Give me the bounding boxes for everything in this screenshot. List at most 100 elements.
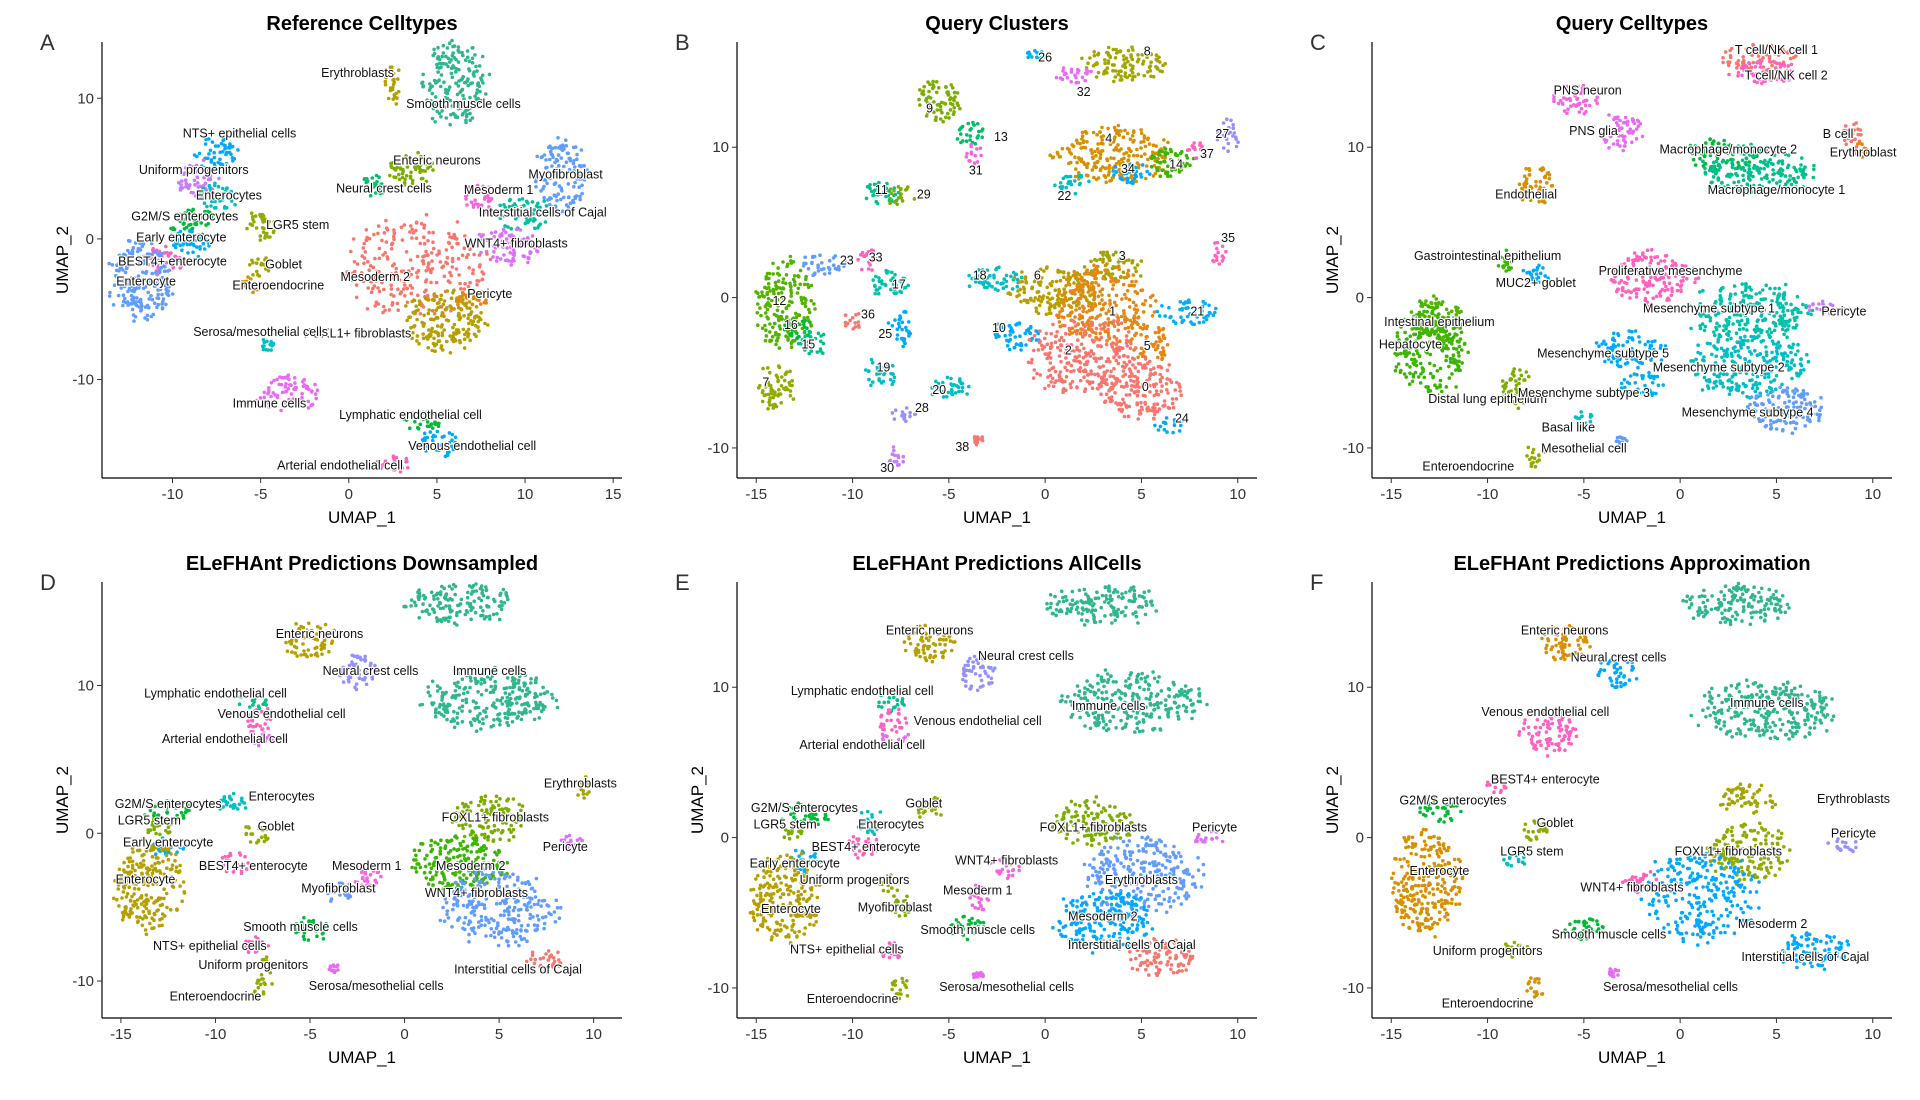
cluster-label: 14	[1169, 157, 1183, 171]
umap-point	[464, 58, 468, 62]
umap-point	[417, 342, 421, 346]
umap-point	[1020, 280, 1024, 284]
umap-point	[1187, 148, 1191, 152]
umap-point	[1141, 354, 1145, 358]
umap-point	[990, 285, 994, 289]
umap-point	[481, 55, 485, 59]
umap-point	[1812, 176, 1816, 180]
umap-point	[397, 173, 401, 177]
umap-point	[1144, 357, 1148, 361]
umap-point	[1072, 281, 1076, 285]
umap-point	[1016, 285, 1020, 289]
umap-point	[1090, 320, 1094, 324]
umap-point	[1527, 167, 1531, 171]
umap-point	[1092, 50, 1096, 54]
umap-point	[233, 203, 237, 207]
umap-point	[1098, 150, 1102, 154]
umap-point	[1143, 74, 1147, 78]
umap-point	[431, 231, 435, 235]
umap-point	[1786, 64, 1790, 68]
umap-point	[811, 273, 815, 277]
umap-point	[1038, 329, 1042, 333]
umap-point	[466, 77, 470, 81]
umap-point	[1060, 336, 1064, 340]
umap-point	[1198, 321, 1202, 325]
umap-point	[1158, 314, 1162, 318]
umap-point	[510, 260, 514, 264]
umap-point	[153, 250, 157, 254]
cluster-label: Early enterocyte	[136, 231, 226, 245]
umap-point	[1067, 162, 1071, 166]
umap-point	[1139, 326, 1143, 330]
umap-point	[1618, 127, 1622, 131]
umap-point	[958, 107, 962, 111]
umap-point	[777, 279, 781, 283]
umap-point	[508, 198, 512, 202]
umap-point	[134, 315, 138, 319]
umap-point	[1188, 164, 1192, 168]
umap-point	[467, 67, 471, 71]
umap-point	[405, 174, 409, 178]
umap-point	[972, 123, 976, 127]
umap-point	[766, 291, 770, 295]
umap-point	[1856, 133, 1860, 137]
umap-point	[1124, 296, 1128, 300]
umap-point	[422, 322, 426, 326]
umap-point	[873, 292, 877, 296]
umap-point	[1111, 287, 1115, 291]
umap-point	[1005, 274, 1009, 278]
umap-point	[779, 392, 783, 396]
umap-point	[443, 299, 447, 303]
umap-point	[771, 403, 775, 407]
umap-point	[440, 344, 444, 348]
umap-point	[1086, 61, 1090, 65]
umap-point	[1099, 271, 1103, 275]
umap-point	[1087, 304, 1091, 308]
cluster-points	[917, 80, 962, 124]
umap-point	[1227, 142, 1231, 146]
umap-point	[1093, 302, 1097, 306]
umap-point	[1149, 304, 1153, 308]
umap-point	[397, 90, 401, 94]
umap-point	[1771, 173, 1775, 177]
umap-point	[1628, 131, 1632, 135]
umap-point	[1054, 335, 1058, 339]
umap-point	[780, 384, 784, 388]
umap-point	[446, 289, 450, 293]
cluster-points	[1156, 298, 1218, 326]
umap-point	[1126, 177, 1130, 181]
umap-point	[1692, 158, 1696, 162]
umap-point	[259, 215, 263, 219]
umap-point	[1033, 368, 1037, 372]
umap-point	[1735, 66, 1739, 70]
umap-point	[1116, 279, 1120, 283]
umap-point	[400, 225, 404, 229]
umap-point	[1091, 168, 1095, 172]
cluster-label: 36	[861, 308, 875, 322]
umap-point	[436, 46, 440, 50]
umap-point	[952, 99, 956, 103]
umap-point	[1150, 165, 1154, 169]
x-tick-label: 5	[1137, 486, 1145, 503]
umap-point	[790, 301, 794, 305]
umap-point	[1130, 280, 1134, 284]
umap-point	[878, 379, 882, 383]
umap-point	[1525, 271, 1529, 275]
umap-point	[1854, 121, 1858, 125]
umap-point	[1711, 165, 1715, 169]
umap-point	[1792, 166, 1796, 170]
umap-point	[386, 255, 390, 259]
umap-point	[969, 145, 973, 149]
umap-point	[1047, 292, 1051, 296]
umap-point	[559, 147, 563, 151]
umap-point	[1060, 344, 1064, 348]
umap-point	[1164, 170, 1168, 174]
umap-point	[1082, 375, 1086, 379]
umap-point	[764, 328, 768, 332]
umap-point	[433, 349, 437, 353]
umap-point	[179, 188, 183, 192]
umap-point	[1763, 159, 1767, 163]
umap-point	[451, 257, 455, 261]
